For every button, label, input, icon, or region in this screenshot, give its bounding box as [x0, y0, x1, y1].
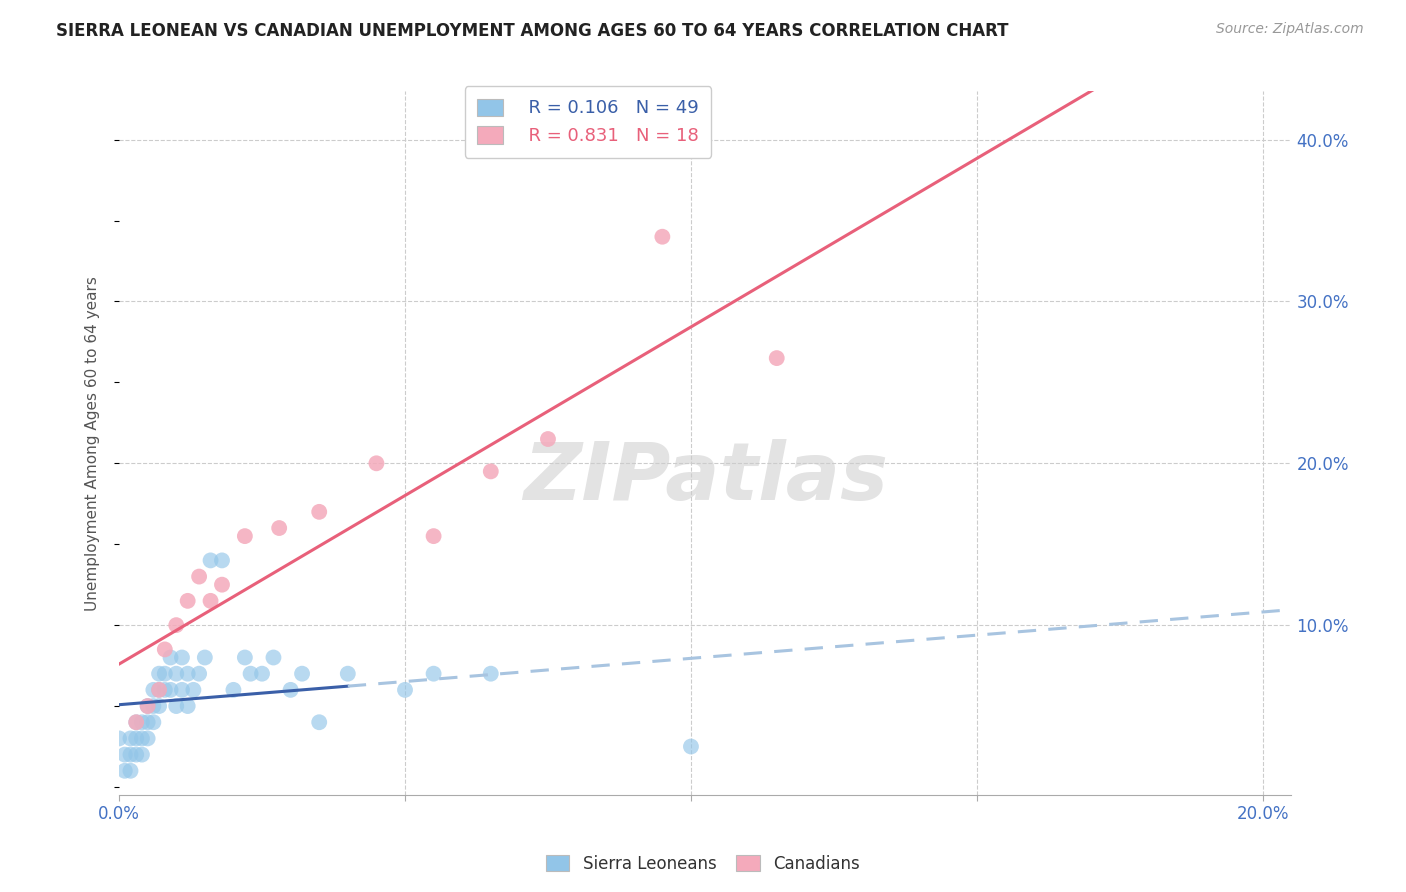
Point: [200, 594, 222, 608]
Point: [114, 764, 136, 778]
Point: [262, 650, 284, 665]
Point: [136, 731, 159, 746]
Point: [280, 682, 302, 697]
Point: [142, 699, 165, 714]
Point: [120, 764, 142, 778]
Point: [125, 715, 148, 730]
Point: [188, 569, 211, 583]
Point: [108, 731, 131, 746]
Point: [366, 456, 388, 470]
Point: [159, 682, 181, 697]
Text: ZIPatlas: ZIPatlas: [523, 439, 887, 517]
Point: [148, 666, 170, 681]
Point: [211, 577, 233, 591]
Point: [148, 699, 170, 714]
Point: [239, 666, 262, 681]
Point: [170, 650, 193, 665]
Point: [479, 666, 502, 681]
Legend: Sierra Leoneans, Canadians: Sierra Leoneans, Canadians: [540, 848, 866, 880]
Point: [651, 229, 673, 244]
Point: [114, 747, 136, 762]
Point: [153, 682, 176, 697]
Point: [136, 715, 159, 730]
Point: [148, 682, 170, 697]
Point: [176, 699, 198, 714]
Point: [148, 682, 170, 697]
Point: [165, 699, 187, 714]
Point: [125, 715, 148, 730]
Point: [125, 731, 148, 746]
Point: [394, 682, 416, 697]
Point: [165, 618, 187, 632]
Point: [291, 666, 314, 681]
Y-axis label: Unemployment Among Ages 60 to 64 years: Unemployment Among Ages 60 to 64 years: [86, 276, 100, 610]
Point: [422, 529, 444, 543]
Point: [159, 650, 181, 665]
Point: [136, 699, 159, 714]
Point: [233, 650, 256, 665]
Point: [142, 682, 165, 697]
Point: [336, 666, 359, 681]
Point: [194, 650, 217, 665]
Point: [250, 666, 273, 681]
Point: [176, 666, 198, 681]
Point: [120, 731, 142, 746]
Point: [269, 521, 291, 535]
Legend:   R = 0.106   N = 49,   R = 0.831   N = 18: R = 0.106 N = 49, R = 0.831 N = 18: [464, 86, 711, 158]
Point: [131, 715, 153, 730]
Point: [479, 464, 502, 478]
Point: [136, 699, 159, 714]
Point: [308, 715, 330, 730]
Point: [211, 553, 233, 567]
Point: [233, 529, 256, 543]
Point: [131, 747, 153, 762]
Text: Source: ZipAtlas.com: Source: ZipAtlas.com: [1216, 22, 1364, 37]
Point: [120, 747, 142, 762]
Point: [170, 682, 193, 697]
Point: [131, 731, 153, 746]
Point: [537, 432, 560, 446]
Text: SIERRA LEONEAN VS CANADIAN UNEMPLOYMENT AMONG AGES 60 TO 64 YEARS CORRELATION CH: SIERRA LEONEAN VS CANADIAN UNEMPLOYMENT …: [56, 22, 1008, 40]
Point: [125, 747, 148, 762]
Point: [165, 666, 187, 681]
Point: [679, 739, 702, 754]
Point: [222, 682, 245, 697]
Point: [153, 642, 176, 657]
Point: [153, 666, 176, 681]
Point: [188, 666, 211, 681]
Point: [200, 553, 222, 567]
Point: [765, 351, 787, 365]
Point: [422, 666, 444, 681]
Point: [183, 682, 205, 697]
Point: [308, 505, 330, 519]
Point: [176, 594, 198, 608]
Point: [142, 715, 165, 730]
